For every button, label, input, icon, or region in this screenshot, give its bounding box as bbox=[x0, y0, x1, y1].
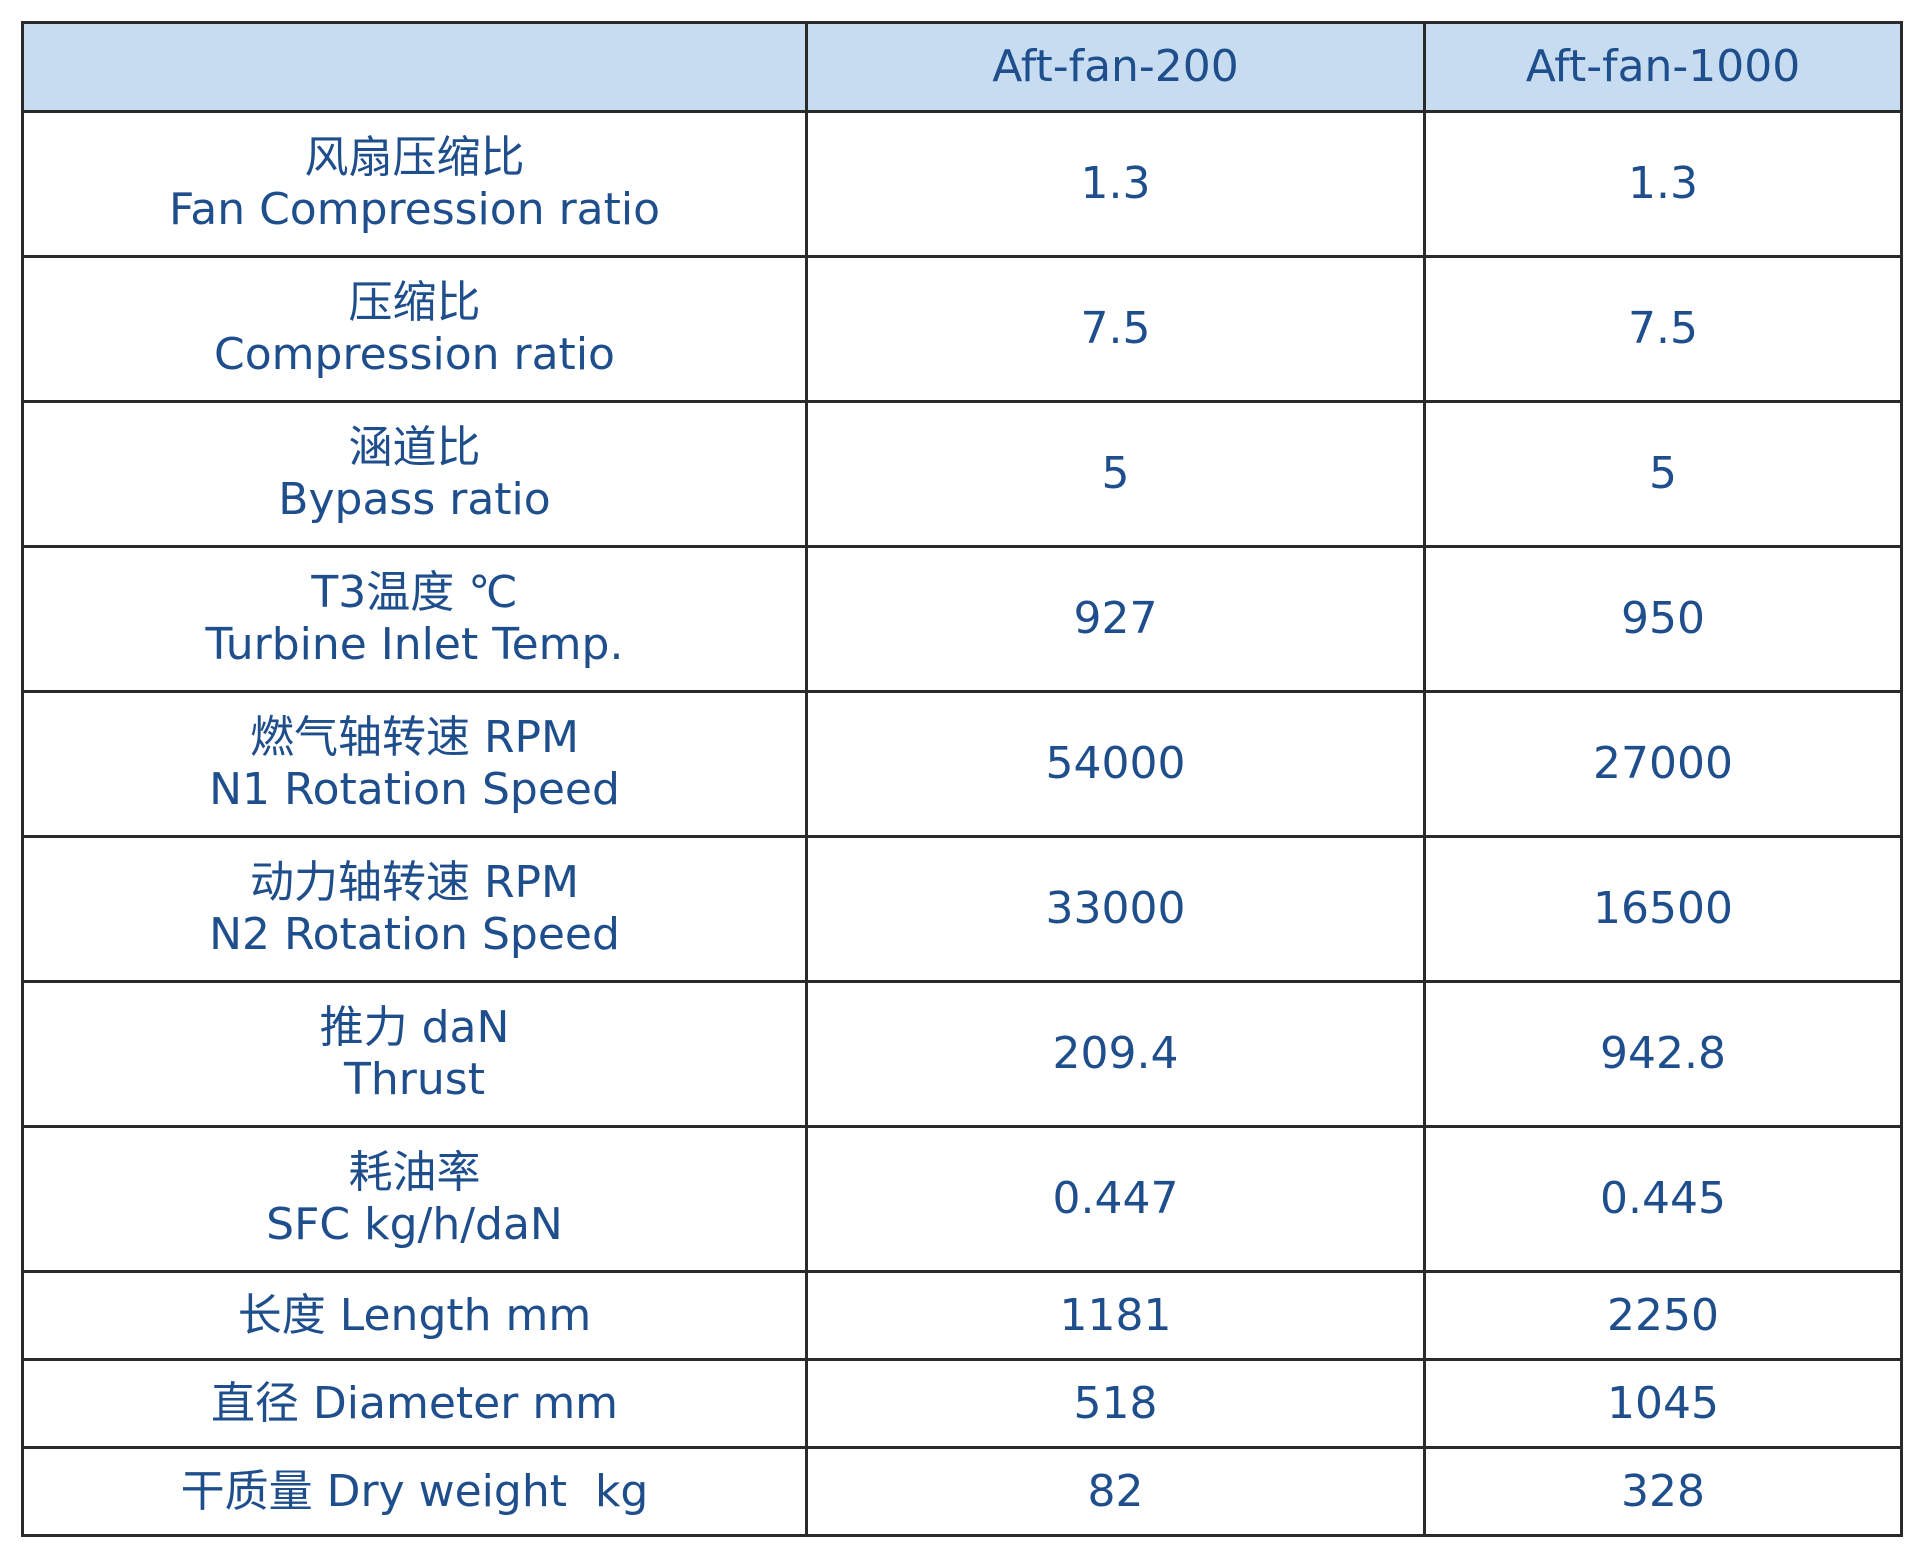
table-row-length: 长度 Length mm 1181 2250 bbox=[21, 1270, 1903, 1361]
value-aft-fan-1000: 0.445 bbox=[1423, 1125, 1903, 1273]
row-label-zh: 推力 daN bbox=[319, 1002, 510, 1053]
row-label-en: Bypass ratio bbox=[278, 474, 551, 525]
row-label-en: SFC kg/h/daN bbox=[266, 1199, 563, 1250]
row-label-en: Fan Compression ratio bbox=[168, 184, 661, 235]
value-aft-fan-1000: 2250 bbox=[1423, 1270, 1903, 1361]
value-aft-fan-1000: 328 bbox=[1423, 1446, 1903, 1537]
row-label-text: 干质量 Dry weight kg bbox=[180, 1465, 649, 1517]
value-aft-fan-1000: 16500 bbox=[1423, 835, 1903, 983]
row-label-en: Turbine Inlet Temp. bbox=[205, 619, 624, 670]
row-label: 压缩比 Compression ratio bbox=[21, 255, 808, 403]
row-label: 涵道比 Bypass ratio bbox=[21, 400, 808, 548]
value-aft-fan-200: 54000 bbox=[805, 690, 1426, 838]
row-label: 风扇压缩比 Fan Compression ratio bbox=[21, 110, 808, 258]
value-aft-fan-1000: 5 bbox=[1423, 400, 1903, 548]
table-row-compression-ratio: 压缩比 Compression ratio 7.5 7.5 bbox=[21, 255, 1903, 403]
row-label: 燃气轴转速 RPM N1 Rotation Speed bbox=[21, 690, 808, 838]
row-label-en: N2 Rotation Speed bbox=[209, 909, 620, 960]
row-label-en: Thrust bbox=[344, 1054, 485, 1105]
value-aft-fan-1000: 1.3 bbox=[1423, 110, 1903, 258]
row-label-zh: 动力轴转速 RPM bbox=[249, 857, 580, 908]
value-aft-fan-200: 1181 bbox=[805, 1270, 1426, 1361]
row-label: 直径 Diameter mm bbox=[21, 1358, 808, 1449]
value-aft-fan-200: 5 bbox=[805, 400, 1426, 548]
header-row: Aft-fan-200 Aft-fan-1000 bbox=[21, 21, 1903, 113]
value-aft-fan-1000: 27000 bbox=[1423, 690, 1903, 838]
row-label-zh: T3温度 ℃ bbox=[311, 567, 518, 618]
table-row-n2-rotation-speed: 动力轴转速 RPM N2 Rotation Speed 33000 16500 bbox=[21, 835, 1903, 983]
row-label-en: Compression ratio bbox=[214, 329, 615, 380]
table-row-sfc: 耗油率 SFC kg/h/daN 0.447 0.445 bbox=[21, 1125, 1903, 1273]
table-row-n1-rotation-speed: 燃气轴转速 RPM N1 Rotation Speed 54000 27000 bbox=[21, 690, 1903, 838]
row-label-text: 长度 Length mm bbox=[237, 1289, 592, 1341]
header-label-cell bbox=[21, 21, 808, 113]
row-label-en: N1 Rotation Speed bbox=[209, 764, 620, 815]
value-aft-fan-200: 0.447 bbox=[805, 1125, 1426, 1273]
row-label-zh: 耗油率 bbox=[348, 1147, 481, 1198]
table-row-diameter: 直径 Diameter mm 518 1045 bbox=[21, 1358, 1903, 1449]
header-model-aft-fan-1000: Aft-fan-1000 bbox=[1423, 21, 1903, 113]
row-label: 动力轴转速 RPM N2 Rotation Speed bbox=[21, 835, 808, 983]
value-aft-fan-1000: 942.8 bbox=[1423, 980, 1903, 1128]
table-row-dry-weight: 干质量 Dry weight kg 82 328 bbox=[21, 1446, 1903, 1537]
value-aft-fan-200: 927 bbox=[805, 545, 1426, 693]
row-label-zh: 风扇压缩比 bbox=[304, 132, 525, 183]
row-label-zh: 压缩比 bbox=[348, 277, 481, 328]
value-aft-fan-200: 518 bbox=[805, 1358, 1426, 1449]
row-label-text: 直径 Diameter mm bbox=[210, 1377, 619, 1429]
table-row-thrust: 推力 daN Thrust 209.4 942.8 bbox=[21, 980, 1903, 1128]
value-aft-fan-1000: 1045 bbox=[1423, 1358, 1903, 1449]
row-label: 干质量 Dry weight kg bbox=[21, 1446, 808, 1537]
spec-table: Aft-fan-200 Aft-fan-1000 风扇压缩比 Fan Compr… bbox=[21, 21, 1903, 1537]
row-label: 推力 daN Thrust bbox=[21, 980, 808, 1128]
value-aft-fan-200: 33000 bbox=[805, 835, 1426, 983]
value-aft-fan-1000: 7.5 bbox=[1423, 255, 1903, 403]
value-aft-fan-200: 7.5 bbox=[805, 255, 1426, 403]
header-model-aft-fan-200: Aft-fan-200 bbox=[805, 21, 1426, 113]
value-aft-fan-200: 209.4 bbox=[805, 980, 1426, 1128]
value-aft-fan-1000: 950 bbox=[1423, 545, 1903, 693]
row-label: T3温度 ℃ Turbine Inlet Temp. bbox=[21, 545, 808, 693]
row-label: 耗油率 SFC kg/h/daN bbox=[21, 1125, 808, 1273]
row-label: 长度 Length mm bbox=[21, 1270, 808, 1361]
row-label-zh: 燃气轴转速 RPM bbox=[249, 712, 580, 763]
value-aft-fan-200: 82 bbox=[805, 1446, 1426, 1537]
row-label-zh: 涵道比 bbox=[348, 422, 481, 473]
table-row-turbine-inlet-temp: T3温度 ℃ Turbine Inlet Temp. 927 950 bbox=[21, 545, 1903, 693]
table-row-bypass-ratio: 涵道比 Bypass ratio 5 5 bbox=[21, 400, 1903, 548]
value-aft-fan-200: 1.3 bbox=[805, 110, 1426, 258]
table-row-fan-compression-ratio: 风扇压缩比 Fan Compression ratio 1.3 1.3 bbox=[21, 110, 1903, 258]
